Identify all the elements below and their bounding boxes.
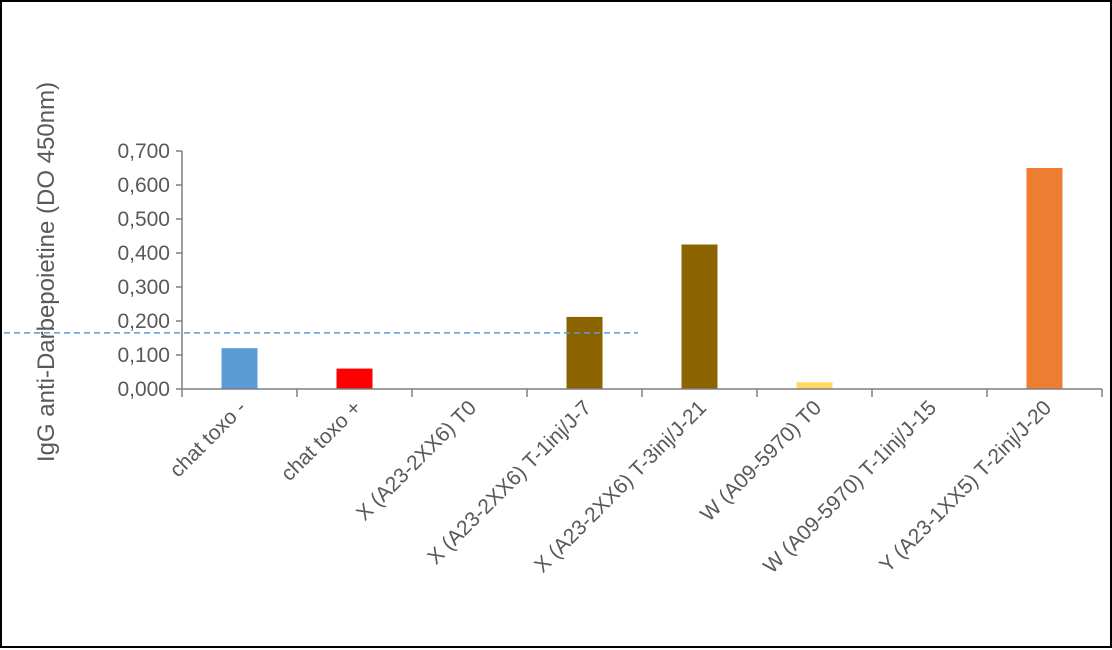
x-tick-label: chat toxo -	[165, 396, 251, 482]
x-tick-label: chat toxo +	[277, 396, 366, 485]
y-tick-label: 0,600	[117, 174, 170, 197]
x-axis-labels: chat toxo - chat toxo +X (A23-2XX6) T0X (…	[165, 396, 1056, 578]
x-tick-label: W (A09-5970) T0	[696, 396, 826, 526]
y-tick-label: 0,700	[117, 140, 170, 163]
y-tick-label: 0,300	[117, 276, 170, 299]
bar	[681, 244, 718, 389]
x-axis-ticks	[181, 389, 1103, 397]
bar	[336, 368, 373, 389]
bar	[1026, 168, 1063, 389]
y-tick-label: 0,500	[117, 208, 170, 231]
y-axis-ticks: 0,000 0,100 0,200 0,300 0,400 0,500 0,600 0,700	[117, 140, 182, 401]
y-tick-label: 0,100	[117, 344, 170, 367]
y-tick-label: 0,000	[117, 378, 170, 401]
bar	[566, 316, 603, 389]
x-tick-label: X (A23-2XX6) T0	[352, 396, 481, 525]
y-tick-label: 0,400	[117, 242, 170, 265]
bars-group	[221, 168, 1063, 389]
bar	[796, 382, 833, 389]
y-tick-label: 0,200	[117, 310, 170, 333]
bar	[221, 348, 258, 389]
y-axis-title: IgG anti-Darbepoietine (DO 450nm)	[33, 82, 60, 462]
